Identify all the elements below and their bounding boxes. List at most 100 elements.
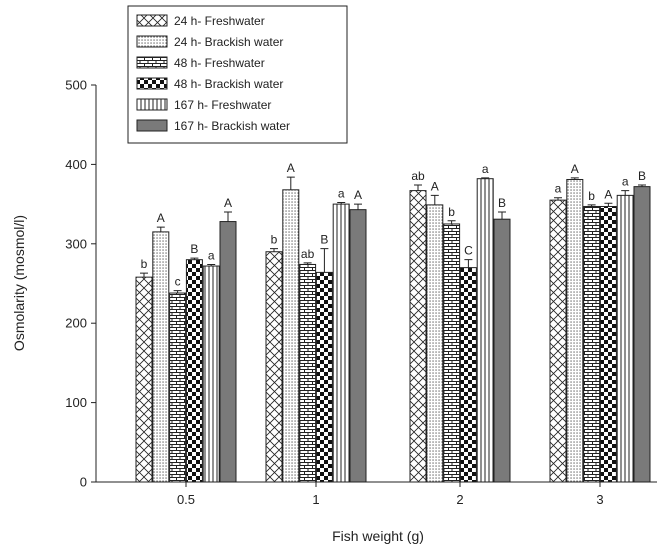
bar (282, 189, 300, 483)
legend-swatch (136, 56, 168, 69)
error-bar (621, 190, 630, 196)
legend-swatch (136, 77, 168, 90)
bar (315, 271, 333, 483)
error-bar (638, 184, 646, 187)
significance-label: a (622, 175, 629, 189)
bar (633, 186, 651, 483)
significance-label: C (464, 244, 473, 258)
error-bar (320, 248, 329, 273)
legend-swatch (136, 14, 168, 27)
legend-label: 167 h- Freshwater (174, 98, 271, 112)
bar (169, 292, 187, 483)
significance-label: ab (301, 247, 315, 261)
error-bar (447, 220, 456, 224)
error-bar (554, 197, 562, 201)
y-tick-label: 300 (65, 236, 87, 251)
bar (332, 203, 350, 483)
bar (265, 251, 283, 483)
bar (549, 199, 567, 483)
bar (219, 221, 237, 483)
significance-label: A (571, 162, 579, 176)
bar (493, 218, 511, 483)
bar (299, 263, 317, 483)
legend-label: 24 h- Freshwater (174, 14, 265, 28)
bar (599, 205, 617, 483)
legend: 24 h- Freshwater 24 h- Brackish water 48 h… (127, 5, 348, 144)
bar (476, 178, 494, 483)
bar (426, 204, 444, 483)
bar (185, 259, 203, 483)
significance-label: B (498, 196, 506, 210)
significance-label: A (157, 211, 165, 225)
error-bar (173, 290, 182, 294)
y-tick-label: 0 (80, 475, 87, 490)
significance-label: A (287, 161, 295, 175)
ticks: 0 100 200 300 400 500 0.5 1 2 3 (65, 78, 603, 508)
significance-label: a (208, 248, 215, 262)
bar (616, 194, 634, 483)
error-bar (286, 176, 295, 190)
error-bar (303, 262, 312, 265)
bar (566, 178, 584, 483)
x-tick-label: 1 (312, 492, 319, 507)
error-bar (430, 194, 439, 205)
bar (349, 209, 367, 483)
x-tick-label: 2 (456, 492, 463, 507)
error-bar (140, 272, 148, 278)
y-tick-label: 100 (65, 395, 87, 410)
error-bar (337, 202, 346, 205)
bar (202, 265, 220, 483)
significance-label: b (448, 205, 455, 219)
legend-label: 48 h- Brackish water (174, 77, 283, 91)
y-tick-label: 500 (65, 78, 87, 93)
significance-label: b (141, 257, 148, 271)
x-tick-label: 0.5 (177, 492, 195, 507)
bar (152, 231, 170, 483)
bar (459, 267, 477, 483)
y-axis-title: Osmolarity (mosmol/l) (11, 215, 27, 351)
y-tick-label: 200 (65, 316, 87, 331)
error-bar (224, 211, 232, 222)
legend-label: 48 h- Freshwater (174, 56, 265, 70)
legend-swatch (136, 35, 168, 48)
error-bar (156, 226, 165, 232)
significance-label: B (190, 242, 198, 256)
bar (409, 190, 427, 483)
error-bar (190, 257, 199, 260)
legend-swatch (136, 119, 168, 132)
significance-label: B (638, 169, 646, 183)
error-bar (587, 204, 596, 207)
significance-label: a (482, 162, 489, 176)
legend-swatch (136, 98, 168, 111)
error-bar (570, 177, 579, 180)
error-bar (498, 211, 506, 220)
bar (443, 223, 461, 483)
error-bar (481, 177, 490, 179)
significance-label: A (431, 179, 439, 193)
significance-label: b (271, 233, 278, 247)
legend-label: 24 h- Brackish water (174, 35, 283, 49)
significance-label: A (224, 196, 232, 210)
error-bar (604, 202, 613, 207)
significance-label: ab (411, 169, 425, 183)
bar (583, 205, 601, 483)
significance-label: c (175, 275, 181, 289)
x-tick-label: 3 (596, 492, 603, 507)
error-bar (414, 184, 422, 191)
y-tick-label: 400 (65, 157, 87, 172)
error-bar (354, 203, 362, 210)
bar (135, 276, 153, 483)
significance-label: a (555, 182, 562, 196)
significance-label: A (604, 187, 612, 201)
significance-label: A (354, 188, 362, 202)
error-bar (270, 248, 278, 252)
error-bar (207, 263, 216, 267)
legend-label: 167 h- Brackish water (174, 119, 290, 133)
axes (95, 85, 657, 483)
error-bar (464, 259, 473, 268)
significance-label: B (320, 233, 328, 247)
significance-label: a (338, 187, 345, 201)
significance-label: b (588, 189, 595, 203)
